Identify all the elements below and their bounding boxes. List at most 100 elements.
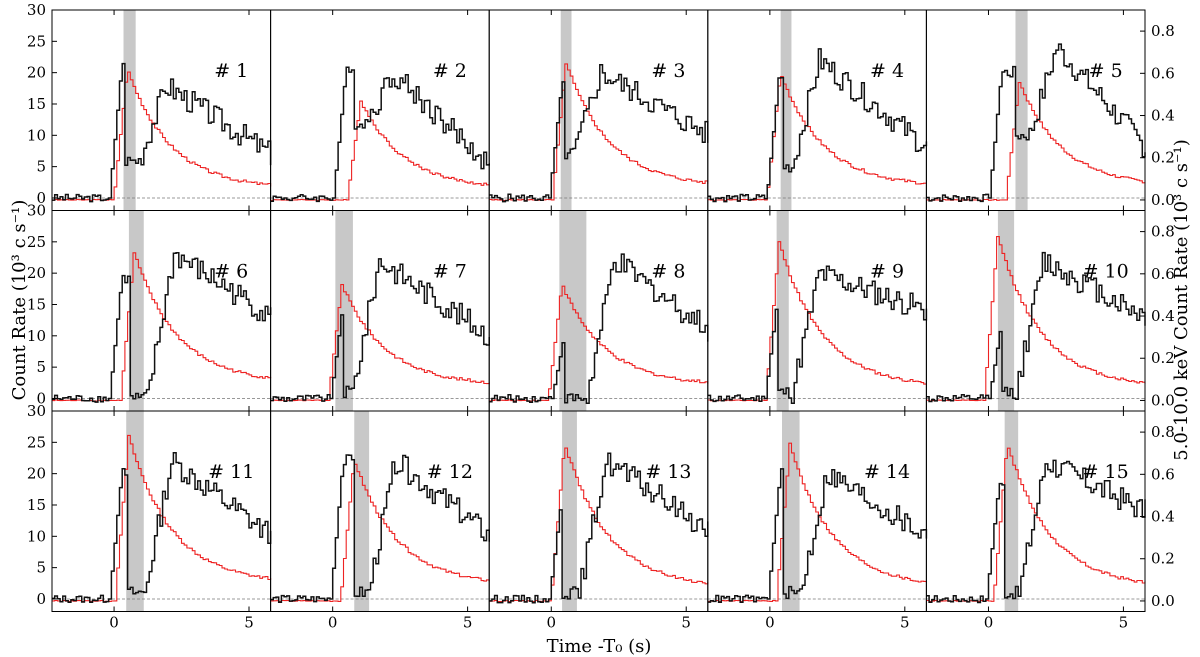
shaded-interval xyxy=(126,411,144,612)
y-tick-label-left: 25 xyxy=(27,433,46,451)
panel-10: # 10 0.0 0.2 0.4 0.6 0.8 xyxy=(925,210,1175,412)
y-tick-label-left: 30 xyxy=(27,1,46,19)
y-right-axis-title: 5.0-10.0 keV Count Rate (10³ c s⁻¹) xyxy=(1171,139,1192,461)
panel-9: # 9 xyxy=(707,210,928,412)
panel-15: # 15 0 5 0.0 0.2 0.4 0.6 0.8 xyxy=(925,410,1175,632)
panel-2: # 2 xyxy=(270,9,490,211)
y-tick-label-right: 0.2 xyxy=(1151,149,1175,167)
y-tick-label-right: 0.0 xyxy=(1151,592,1175,610)
panel-label: # 6 xyxy=(214,261,248,283)
shaded-interval xyxy=(354,411,370,612)
y-tick-label-right: 0.2 xyxy=(1151,349,1175,367)
y-tick-label-left: 20 xyxy=(27,465,46,483)
x-tick-label: 0 xyxy=(328,614,338,632)
shaded-interval xyxy=(335,210,353,411)
y-tick-label-left: 15 xyxy=(27,95,46,113)
panel-label: # 10 xyxy=(1083,261,1129,283)
x-tick-label: 0 xyxy=(765,614,775,632)
x-tick-label: 5 xyxy=(900,614,910,632)
total-count-series xyxy=(489,253,709,404)
panel-13: # 13 0 5 xyxy=(488,410,709,632)
panel-11: # 11 0 5 0 5 10 15 20 25 30 xyxy=(27,402,272,632)
total-count-series xyxy=(52,252,272,403)
shaded-interval xyxy=(997,210,1015,411)
shaded-interval xyxy=(782,411,800,612)
shaded-interval xyxy=(559,210,587,411)
panel-label: # 7 xyxy=(433,261,467,283)
total-count-series xyxy=(489,452,709,604)
panel-label: # 4 xyxy=(870,60,904,82)
x-tick-label: 5 xyxy=(681,614,691,632)
y-tick-label-left: 15 xyxy=(27,496,46,514)
total-count-series xyxy=(270,454,490,603)
panel-8: # 8 xyxy=(488,210,709,412)
hard-band-series xyxy=(489,285,709,402)
panels: # 10 5 10 15 20 25 30 # 2 # 3 # 4 # 50.00.20.40.60… xyxy=(27,1,1175,632)
panel-label: # 14 xyxy=(864,461,910,483)
y-tick-label-right: 0.0 xyxy=(1151,391,1175,409)
x-tick-label: 0 xyxy=(546,614,556,632)
y-tick-label-left: 15 xyxy=(27,295,46,313)
panel-5: # 5 0.0 0.2 0.4 0.6 0.8 xyxy=(925,9,1175,211)
total-count-series xyxy=(270,258,490,402)
shaded-interval xyxy=(562,411,577,612)
panel-14: # 14 0 5 xyxy=(707,410,928,632)
panel-label: # 3 xyxy=(651,60,685,82)
y-tick-label-left: 30 xyxy=(27,402,46,420)
y-tick-label-left: 5 xyxy=(36,559,46,577)
panel-label: # 5 xyxy=(1089,60,1123,82)
total-count-series xyxy=(926,459,1146,604)
x-tick-label: 5 xyxy=(244,614,254,632)
y-tick-label-left: 5 xyxy=(36,358,46,376)
total-count-series xyxy=(270,66,490,203)
y-tick-label-right: 0.8 xyxy=(1151,423,1175,441)
y-tick-label-right: 0.8 xyxy=(1151,223,1175,241)
panel-12: # 12 0 5 xyxy=(270,410,490,632)
panel-4: # 4 xyxy=(707,9,928,211)
x-tick-label: 0 xyxy=(984,614,994,632)
panel-frame xyxy=(707,410,927,612)
hard-band-series xyxy=(489,63,709,202)
x-tick-label: 5 xyxy=(1119,614,1129,632)
shaded-interval xyxy=(1015,10,1028,211)
shaded-interval xyxy=(1004,411,1019,612)
panel-label: # 11 xyxy=(208,461,254,483)
y-tick-label-left: 25 xyxy=(27,32,46,50)
total-count-series xyxy=(926,251,1146,403)
y-tick-label-right: 0.2 xyxy=(1151,550,1175,568)
y-tick-label-left: 10 xyxy=(27,126,46,144)
y-left-axis-title: Count Rate (10³ c s⁻¹) xyxy=(9,200,30,401)
y-tick-label-right: 0.4 xyxy=(1151,307,1175,325)
total-count-series xyxy=(52,62,272,203)
y-tick-label-left: 0 xyxy=(36,389,46,407)
y-tick-label-left: 10 xyxy=(27,527,46,545)
hard-band-series xyxy=(707,75,927,202)
y-tick-label-left: 30 xyxy=(27,202,46,220)
shaded-interval xyxy=(780,10,792,211)
panel-6: # 6 0 5 10 15 20 25 30 xyxy=(27,202,272,412)
total-count-series xyxy=(707,468,928,603)
hard-band-series xyxy=(270,100,490,201)
total-count-series xyxy=(489,63,709,203)
x-tick-label: 0 xyxy=(109,614,119,632)
panel-label: # 15 xyxy=(1083,461,1129,483)
y-tick-label-right: 0.4 xyxy=(1151,508,1175,526)
y-tick-label-left: 25 xyxy=(27,233,46,251)
hard-band-series xyxy=(270,284,490,402)
y-tick-label-left: 0 xyxy=(36,189,46,207)
panel-frame xyxy=(925,210,1146,412)
total-count-series xyxy=(707,48,928,203)
panel-frame xyxy=(707,210,927,412)
panel-label: # 8 xyxy=(651,261,685,283)
y-tick-label-left: 20 xyxy=(27,64,46,82)
total-count-series xyxy=(926,43,1146,203)
total-count-series xyxy=(707,265,928,404)
panel-3: # 3 xyxy=(488,9,709,211)
panel-label: # 12 xyxy=(427,461,473,483)
hard-band-series xyxy=(707,442,927,602)
panel-1: # 1 0 5 10 15 20 25 30 xyxy=(27,1,272,211)
y-tick-label-left: 20 xyxy=(27,264,46,282)
panel-frame xyxy=(270,410,490,612)
y-tick-label-left: 10 xyxy=(27,327,46,345)
